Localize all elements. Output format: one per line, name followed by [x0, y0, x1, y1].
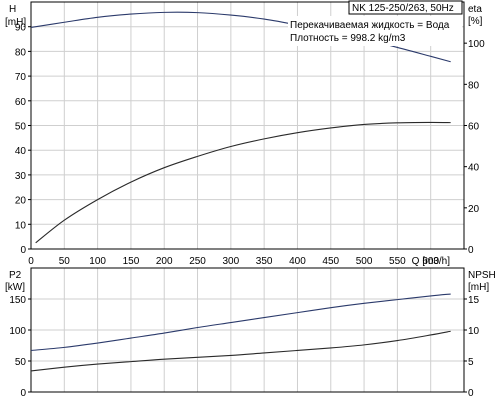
series-line-left-axis	[30, 293, 451, 352]
x-tick-label: 400	[289, 256, 306, 267]
y-axis-unit-right: [%]	[468, 16, 483, 27]
x-tick-label: 350	[256, 256, 273, 267]
y-tick-label-right: 20	[468, 204, 480, 215]
x-tick-label: 450	[322, 256, 339, 267]
x-axis-label: Q [m3/h]	[412, 256, 451, 267]
y-tick-label-right: 60	[468, 122, 480, 133]
y-axis-unit-left: [kW]	[5, 282, 25, 293]
y-tick-label-left: 0	[20, 245, 26, 256]
x-tick-label: 550	[389, 256, 406, 267]
y-axis-label-left: P2	[9, 270, 22, 281]
y-tick-label-left: 40	[15, 146, 27, 157]
y-tick-label-left: 20	[15, 196, 27, 207]
y-tick-label-right: 15	[468, 295, 480, 306]
y-axis-label-right: eta	[468, 4, 482, 15]
y-tick-label-right: 0	[468, 388, 474, 399]
y-tick-label-left: 100	[9, 326, 26, 337]
x-tick-label: 50	[59, 256, 71, 267]
y-tick-label-right: 40	[468, 163, 480, 174]
y-tick-label-right: 10	[468, 326, 480, 337]
chart-annotation: Перекачиваемая жидкость = Вода	[290, 20, 450, 31]
x-tick-label: 600	[422, 256, 439, 267]
y-tick-label-left: 10	[15, 220, 27, 231]
y-tick-label-left: 80	[15, 47, 27, 58]
chart-annotation: Плотность = 998.2 kg/m3	[290, 33, 406, 44]
title-box	[348, 0, 463, 15]
y-axis-label-left: H	[9, 4, 16, 15]
y-tick-label-left: 50	[15, 357, 27, 368]
x-tick-label: 0	[28, 256, 34, 267]
y-tick-label-left: 70	[15, 72, 27, 83]
y-axis-unit-right: [mH]	[468, 282, 489, 293]
y-tick-label-left: 60	[15, 97, 27, 108]
y-axis-unit-left: [mH]	[5, 17, 26, 28]
y-tick-label-left: 150	[9, 295, 26, 306]
y-tick-label-left: 0	[20, 388, 26, 399]
y-axis-label-right: NPSH	[468, 270, 496, 281]
x-tick-label: 500	[356, 256, 373, 267]
annotation-background	[288, 16, 462, 46]
series-line-left-axis	[30, 11, 451, 63]
y-tick-label-right: 80	[468, 80, 480, 91]
y-tick-label-right: 0	[468, 245, 474, 256]
y-tick-label-right: 100	[468, 39, 485, 50]
x-tick-label: 250	[189, 256, 206, 267]
series-line-right-axis	[30, 330, 451, 372]
y-tick-label-left: 30	[15, 171, 27, 182]
y-tick-label-right: 5	[468, 357, 474, 368]
x-tick-label: 150	[123, 256, 140, 267]
x-tick-label: 200	[156, 256, 173, 267]
series-line-right-axis	[35, 121, 451, 244]
x-tick-label: 100	[89, 256, 106, 267]
y-tick-label-left: 50	[15, 122, 27, 133]
chart-title: NK 125-250/263, 50Hz	[352, 3, 454, 14]
y-tick-label-left: 90	[15, 23, 27, 34]
x-tick-label: 300	[223, 256, 240, 267]
